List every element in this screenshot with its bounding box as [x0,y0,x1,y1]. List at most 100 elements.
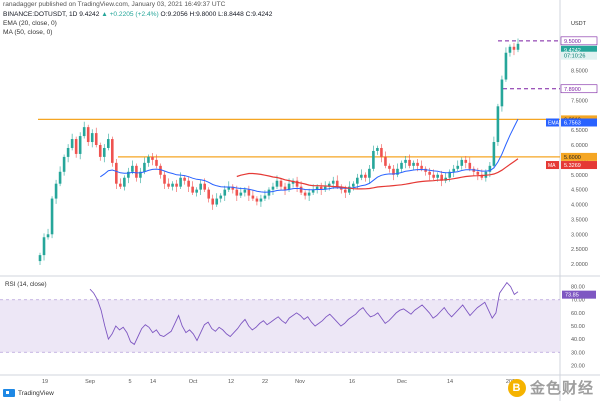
candle-body [404,159,407,163]
rsi-tick-label: 30.00 [571,350,585,356]
candle-body [343,189,347,193]
candle-body [131,165,134,172]
ema-value-box [561,118,597,127]
price-tick-label: 2.5000 [571,247,588,253]
time-tick-label: 12 [228,379,234,385]
candle-body [460,159,464,166]
candle-body [347,186,351,193]
candle-body [90,133,94,143]
rsi-tick-label: 40.00 [571,337,585,343]
candle-body [74,139,78,154]
time-tick-label: 16 [349,379,355,385]
candle-body [143,162,146,172]
candle-body [211,198,215,205]
currency-label: USDT [571,21,587,27]
tradingview-icon [3,389,15,397]
candle-body [380,147,383,157]
candle-body [496,106,500,143]
candle-body [384,156,387,166]
watermark-text: 金色财经 [529,380,594,397]
candle-body [476,171,480,175]
candle-body [299,186,303,193]
candle-body [448,171,452,178]
candle-body [139,171,142,178]
candle-body [115,162,118,184]
time-tick-label: 22 [262,379,268,385]
time-tick-label: 14 [447,379,453,385]
time-tick-label: 14 [150,379,156,385]
price-tick-label: 4.0000 [571,203,588,209]
candle-body [46,234,50,238]
ema-indicator-label[interactable]: EMA (20, close, 0) [3,20,57,27]
candle-body [259,198,263,202]
candle-body [516,43,520,50]
candle-body [263,195,267,199]
rsi-band [0,299,560,353]
ma-value-box [561,161,597,170]
candle-body [420,165,423,169]
candle-body [147,156,150,163]
candle-body [452,168,456,172]
current-price-label: 9.4242 [564,48,581,54]
candle-body [239,192,243,196]
candle-body [199,183,202,190]
candle-body [42,237,46,256]
candles [38,38,520,265]
rsi-tick-label: 20.00 [571,363,585,369]
candle-body [78,136,82,154]
candle-body [311,189,315,193]
candle-body [428,171,431,175]
price-tick-label: 2.0000 [571,262,588,268]
rsi-line [89,281,519,346]
rsi-value-box [562,290,596,299]
tradingview-brand: TradingView [18,389,54,397]
candle-body [283,186,287,190]
rsi-tick-label: 50.00 [571,324,585,330]
candle-body [456,165,460,169]
candle-body [167,183,170,187]
candle-body [364,174,367,178]
time-tick-label: Nov [295,379,305,385]
candle-body [203,183,206,190]
candle-body [500,79,504,107]
candle-body [408,159,411,166]
candle-body [187,180,190,187]
coin-icon: B [507,378,526,397]
candle-body [255,198,259,202]
candle-body [127,171,130,178]
current-price-box [561,45,597,54]
candle-body [94,133,98,145]
candle-body [86,127,90,143]
time-tick-label: Sep [85,379,95,385]
candle-body [315,186,319,190]
candle-body [183,177,186,181]
candle-body [331,180,335,184]
candle-body [231,186,235,190]
rsi-tick-label: 80.00 [571,285,585,291]
candle-body [468,162,472,169]
candle-body [424,168,427,172]
ma-indicator-label[interactable]: MA (50, close, 0) [3,29,53,36]
candle-body [368,168,371,178]
candle-body [295,180,299,187]
watermark: B 金色财经 [507,377,594,398]
candle-body [50,198,54,235]
candle-body [464,159,468,163]
tradingview-logo[interactable]: TradingView [3,389,54,397]
candle-body [102,147,106,157]
price-tick-label: 8.5000 [571,69,588,75]
price-tick-label: 7.5000 [571,98,588,104]
candle-body [392,168,395,175]
rsi-indicator-label[interactable]: RSI (14, close) [5,281,47,288]
candle-body [215,198,219,205]
candle-body [98,145,102,157]
ma-value-tag: MA [548,163,556,169]
candle-body [440,174,443,181]
candle-body [267,189,271,196]
candle-body [111,139,114,163]
time-tick-label: Dec [397,379,407,385]
candle-body [243,189,247,193]
candle-body [400,162,403,169]
candle-body [163,174,166,184]
